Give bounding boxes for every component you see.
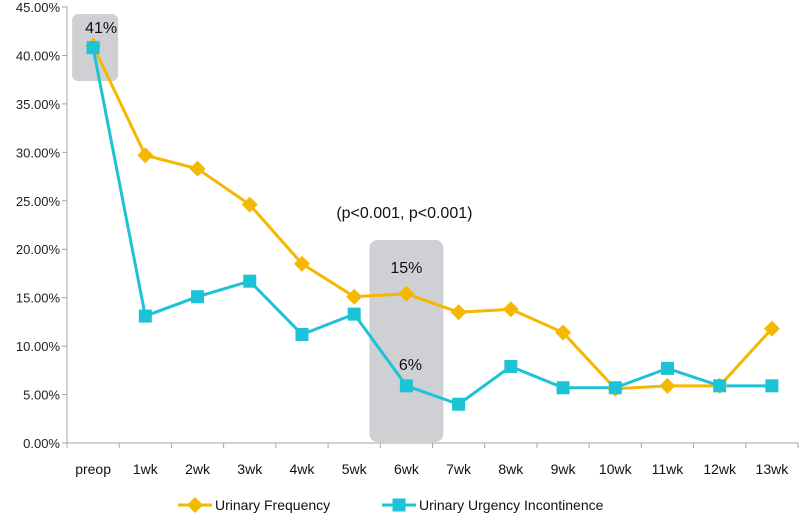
data-point-urinary-urgency-incontinence [608, 381, 622, 395]
x-tick-label: 5wk [342, 461, 368, 477]
data-point-urinary-frequency [398, 285, 415, 302]
data-point-urinary-frequency [189, 160, 206, 177]
y-axis: 0.00% 5.00% 10.00% 15.00% 20.00% 25.00% 30.00%… [16, 0, 68, 451]
data-point-urinary-urgency-incontinence [295, 327, 309, 341]
data-point-urinary-frequency [241, 196, 258, 213]
data-point-urinary-urgency-incontinence [765, 379, 779, 393]
x-tick-label: 13wk [756, 461, 790, 477]
legend-marker-urinary-urgency-incontinence [392, 498, 406, 512]
annotations: 41% 15% 6% (p<0.001, p<0.001) [85, 20, 472, 374]
y-tick-label: 35.00% [16, 97, 61, 112]
data-point-urinary-urgency-incontinence [452, 397, 466, 411]
x-axis: preop 1wk 2wk 3wk 4wk 5wk 6wk 7wk 8wk 9wk 10wk 11wk… [66, 442, 799, 477]
x-tick-label: 10wk [599, 461, 633, 477]
legend: Urinary Frequency Urinary Urgency Inconti… [178, 497, 604, 513]
y-tick-label: 5.00% [23, 388, 60, 403]
x-tick-label: preop [75, 461, 111, 477]
y-tick-label: 10.00% [16, 339, 61, 354]
x-tick-label: 4wk [290, 461, 316, 477]
x-tick-label: 11wk [652, 461, 685, 477]
y-tick-label: 30.00% [16, 145, 61, 160]
data-point-urinary-urgency-incontinence [138, 309, 152, 323]
data-point-urinary-frequency [659, 377, 676, 394]
y-tick-label: 45.00% [16, 0, 61, 15]
data-point-urinary-urgency-incontinence [399, 379, 413, 393]
data-point-urinary-frequency [293, 255, 310, 272]
data-point-urinary-frequency [502, 301, 519, 318]
data-point-urinary-urgency-incontinence [347, 307, 361, 321]
y-tick-label: 0.00% [23, 436, 60, 451]
y-tick-label: 20.00% [16, 242, 61, 257]
data-point-urinary-frequency [450, 304, 467, 321]
x-tick-label: 7wk [446, 461, 472, 477]
y-tick-label: 15.00% [16, 291, 61, 306]
data-point-urinary-frequency [137, 147, 154, 164]
y-tick-label: 25.00% [16, 194, 61, 209]
data-point-urinary-frequency [346, 288, 363, 305]
x-tick-label: 1wk [133, 461, 159, 477]
series-lines [91, 45, 774, 406]
y-tick-label: 40.00% [16, 48, 61, 63]
x-tick-label: 3wk [237, 461, 263, 477]
data-point-urinary-urgency-incontinence [243, 274, 257, 288]
x-tick-label: 8wk [498, 461, 524, 477]
series-line-urinary-urgency-incontinence [91, 47, 772, 406]
legend-label-urinary-urgency-incontinence: Urinary Urgency Incontinence [419, 497, 604, 513]
data-point-urinary-urgency-incontinence [660, 361, 674, 375]
x-tick-label: 12wk [703, 461, 737, 477]
legend-label-urinary-frequency: Urinary Frequency [215, 497, 330, 513]
annotation-label: 41% [85, 20, 117, 37]
legend-marker-urinary-frequency [187, 497, 203, 513]
x-tick-label: 6wk [394, 461, 420, 477]
data-point-urinary-frequency [763, 320, 780, 337]
data-point-urinary-urgency-incontinence [504, 359, 518, 373]
annotation-label: 15% [390, 260, 422, 277]
series-line-urinary-frequency [91, 45, 774, 391]
annotation-label: 6% [399, 357, 422, 374]
annotation-label: (p<0.001, p<0.001) [336, 205, 472, 222]
data-point-urinary-frequency [555, 324, 572, 341]
series-markers [85, 37, 780, 411]
data-point-urinary-urgency-incontinence [556, 381, 570, 395]
x-tick-label: 2wk [185, 461, 211, 477]
data-point-urinary-urgency-incontinence [191, 290, 205, 304]
x-tick-label: 9wk [551, 461, 577, 477]
data-point-urinary-urgency-incontinence [86, 41, 100, 55]
data-point-urinary-urgency-incontinence [713, 379, 727, 393]
